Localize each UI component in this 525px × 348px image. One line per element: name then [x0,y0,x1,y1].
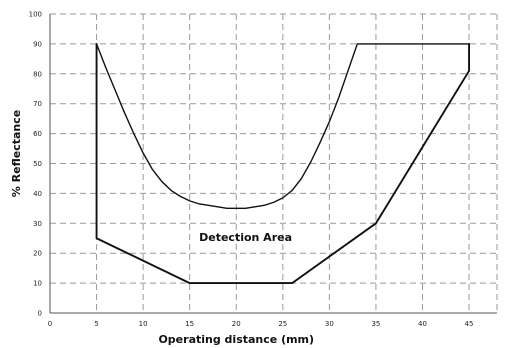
x-tick-label: 25 [278,320,287,328]
y-tick-label: 80 [33,70,42,78]
x-axis-label: Operating distance (mm) [158,333,314,346]
grid [50,13,498,313]
y-tick-label: 40 [33,190,42,198]
x-tick-label: 5 [94,320,98,328]
x-tick-label: 30 [325,320,334,328]
y-tick-label: 50 [33,160,42,168]
x-tick-label: 35 [371,320,380,328]
y-tick-label: 10 [33,280,42,288]
x-tick-label: 40 [418,320,427,328]
y-tick-label: 0 [38,310,42,318]
tick-labels: 0 5 10 15 20 25 30 35 40 45 0 10 20 30 40 50 60 70 80 90 100 [29,11,474,329]
y-tick-label: 100 [29,11,42,19]
x-tick-label: 15 [185,320,194,328]
y-tick-label: 70 [33,100,42,108]
y-tick-label: 90 [33,40,42,48]
y-tick-label: 60 [33,130,42,138]
lower-boundary-line [95,42,471,285]
y-tick-label: 20 [33,250,42,258]
axes [49,14,497,314]
detection-area-annotation: Detection Area [199,231,292,244]
y-axis-label: % Reflectance [10,110,23,197]
upper-boundary-line [95,43,470,210]
y-tick-label: 30 [33,220,42,228]
x-tick-label: 10 [139,320,148,328]
series [95,42,471,285]
x-tick-label: 0 [48,320,52,328]
x-tick-label: 45 [465,320,474,328]
x-tick-label: 20 [232,320,241,328]
